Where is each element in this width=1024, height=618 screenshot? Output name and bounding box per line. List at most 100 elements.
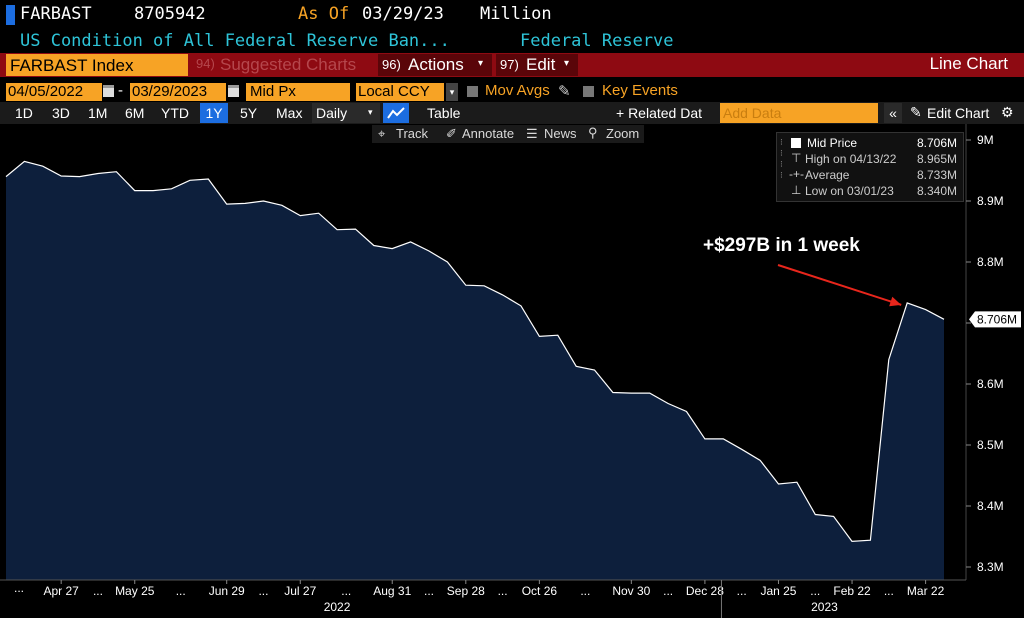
chart-type-label: Line Chart: [929, 54, 1008, 73]
field-value: Mid Px: [250, 83, 296, 100]
asof-date: 03/29/23: [362, 4, 444, 24]
period-row: 1D 3D 1M 6M YTD 1Y 5Y Max Daily ▾ Table …: [0, 102, 1024, 124]
y-tick-label: 8.3M: [977, 560, 1004, 574]
table-button[interactable]: Table: [427, 105, 461, 121]
track-icon[interactable]: ⌖: [378, 126, 386, 141]
period-1d[interactable]: 1D: [15, 105, 33, 121]
currency-dropdown-icon[interactable]: ▾: [446, 83, 458, 101]
legend-drag-handle-icon[interactable]: ⁝ ⁝ ⁝ ⁝: [780, 137, 783, 180]
settings-row: 04/05/2022 - 03/29/2023 Mid Px Local CCY…: [0, 82, 1024, 102]
end-date: 03/29/2023: [132, 83, 208, 100]
annotate-icon[interactable]: ✐: [446, 126, 457, 141]
x-tick-ellipsis: ...: [498, 584, 508, 598]
frequency-value: Daily: [316, 105, 348, 121]
edit-chart-pencil-icon[interactable]: ✎: [910, 104, 922, 120]
legend-average: -+- Average 8.733M: [777, 167, 963, 184]
mov-avgs-checkbox[interactable]: [467, 86, 478, 97]
suggested-charts-button[interactable]: 94) Suggested Charts: [194, 55, 372, 75]
x-tick-ellipsis: ...: [663, 584, 673, 598]
news-icon[interactable]: ☰: [526, 126, 538, 141]
x-tick-ellipsis: ...: [424, 584, 434, 598]
x-tick-ellipsis: ...: [258, 584, 268, 598]
x-tick-label: Dec 28: [686, 584, 724, 598]
asof-label: As Of: [298, 4, 350, 24]
period-ytd[interactable]: YTD: [161, 105, 189, 121]
x-tick-ellipsis: ...: [341, 584, 351, 598]
pencil-icon[interactable]: ✎: [558, 83, 571, 100]
annotation-arrow: [777, 264, 902, 306]
edit-button[interactable]: 97) Edit ▾: [496, 54, 578, 76]
mov-avgs-label: Mov Avgs: [485, 82, 550, 99]
security-label: FARBAST Index: [10, 56, 134, 75]
period-3d[interactable]: 3D: [52, 105, 70, 121]
annotate-button[interactable]: Annotate: [462, 126, 515, 141]
year-label: 2022: [324, 600, 351, 614]
area-fill: [6, 161, 944, 580]
currency-select[interactable]: Local CCY: [356, 83, 444, 101]
high-value: 8.965M: [916, 152, 957, 166]
field-select[interactable]: Mid Px: [246, 83, 350, 101]
collapse-icon[interactable]: «: [884, 103, 902, 123]
y-tick-label: 8.9M: [977, 194, 1004, 208]
x-tick-label: Apr 27: [43, 584, 79, 598]
x-leading-ellipsis: ...: [14, 581, 24, 595]
security-field[interactable]: FARBAST Index: [6, 54, 188, 76]
x-tick-ellipsis: ...: [884, 584, 894, 598]
low-label: Low on 03/01/23: [805, 184, 894, 198]
frequency-select[interactable]: Daily ▾: [312, 103, 380, 123]
period-max[interactable]: Max: [276, 105, 303, 121]
low-value: 8.340M: [916, 184, 957, 198]
y-tick-label: 8.5M: [977, 438, 1004, 452]
key-events-checkbox[interactable]: [583, 86, 594, 97]
actions-button[interactable]: 96) Actions ▾: [378, 54, 492, 76]
period-5y[interactable]: 5Y: [240, 105, 258, 121]
y-tick-label: 8.6M: [977, 377, 1004, 391]
y-tick-label: 9M: [977, 133, 994, 147]
period-6m[interactable]: 6M: [125, 105, 145, 121]
x-tick-label: Jul 27: [284, 584, 316, 598]
ticker: FARBAST: [20, 4, 92, 24]
x-tick-ellipsis: ...: [176, 584, 186, 598]
legend-mid: Mid Price 8.706M: [777, 136, 963, 152]
news-button[interactable]: News: [544, 126, 577, 141]
edit-chevron-icon: ▾: [564, 58, 570, 69]
related-data-button[interactable]: + Related Dat: [616, 105, 702, 121]
end-date-field[interactable]: 03/29/2023: [130, 83, 226, 101]
zoom-icon[interactable]: ⚲: [588, 125, 598, 140]
ticker-value: 8705942: [134, 4, 206, 24]
track-button[interactable]: Track: [396, 126, 429, 141]
x-tick-label: Aug 31: [373, 584, 411, 598]
line-chart-icon[interactable]: [383, 103, 409, 123]
suggested-label: Suggested Charts: [220, 55, 357, 74]
average-marker-icon: -+-: [789, 167, 804, 181]
period-1m[interactable]: 1M: [88, 105, 108, 121]
annotation-text: +$297B in 1 week: [703, 235, 860, 256]
x-tick-label: Nov 30: [612, 584, 650, 598]
last-value-label: 8.706M: [977, 312, 1017, 326]
start-date-field[interactable]: 04/05/2022: [6, 83, 102, 101]
settings-gear-icon[interactable]: ⚙: [1001, 104, 1014, 120]
mid-price-line: [5, 160, 945, 543]
actions-num: 96): [382, 57, 401, 72]
mid-price-swatch: [791, 138, 801, 148]
function-bar: FARBAST Index 94) Suggested Charts 96) A…: [0, 53, 1024, 77]
edit-chart-button[interactable]: Edit Chart: [927, 105, 990, 121]
year-label: 2023: [811, 600, 838, 614]
zoom-button[interactable]: Zoom: [606, 126, 640, 141]
mid-label: Mid Price: [807, 136, 858, 150]
high-marker-icon: ⊤: [791, 151, 802, 165]
mid-value: 8.706M: [916, 136, 957, 150]
last-value-box: [969, 311, 1021, 328]
end-calendar-icon[interactable]: [228, 85, 239, 97]
period-1y[interactable]: 1Y: [200, 103, 228, 123]
avg-label: Average: [805, 168, 850, 182]
date-separator: -: [118, 82, 123, 99]
x-tick-label: Oct 26: [522, 584, 558, 598]
add-data-input[interactable]: Add Data: [720, 103, 878, 123]
edit-label: Edit: [526, 55, 556, 74]
x-tick-ellipsis: ...: [810, 584, 820, 598]
x-tick-label: Jan 25: [760, 584, 796, 598]
start-calendar-icon[interactable]: [103, 85, 114, 97]
